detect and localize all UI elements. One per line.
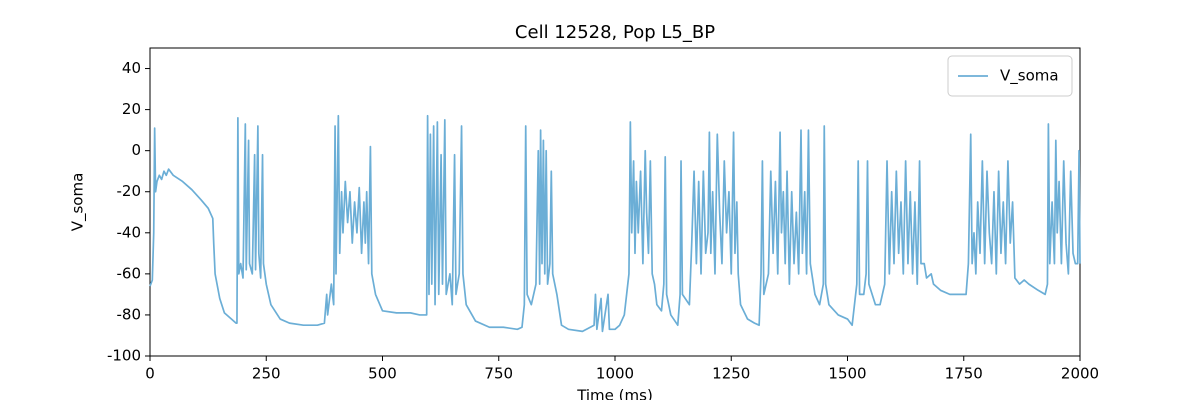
legend-label: V_soma	[1000, 67, 1059, 86]
x-tick-label: 750	[484, 365, 513, 383]
y-tick-label: -60	[117, 264, 142, 282]
x-tick-label: 2000	[1061, 365, 1099, 383]
chart-title: Cell 12528, Pop L5_BP	[515, 22, 715, 43]
x-tick-label: 0	[145, 365, 155, 383]
x-tick-label: 1500	[828, 365, 866, 383]
y-tick-label: 40	[122, 59, 141, 77]
data-line	[149, 114, 1081, 333]
x-tick-label: 1250	[712, 365, 750, 383]
x-axis-label: Time (ms)	[576, 387, 653, 400]
y-tick-label: -80	[117, 305, 142, 323]
y-tick-label: 0	[131, 141, 141, 159]
x-tick-label: 250	[252, 365, 281, 383]
y-tick-label: -20	[117, 182, 142, 200]
x-tick-label: 500	[368, 365, 397, 383]
x-tick-label: 1000	[596, 365, 634, 383]
y-tick-label: -100	[107, 347, 141, 365]
y-tick-label: -40	[117, 223, 142, 241]
y-tick-label: 20	[122, 100, 141, 118]
x-tick-label: 1750	[945, 365, 983, 383]
y-axis-label: V_soma	[69, 173, 88, 232]
plot-frame	[149, 47, 1081, 357]
legend-box	[947, 55, 1073, 97]
